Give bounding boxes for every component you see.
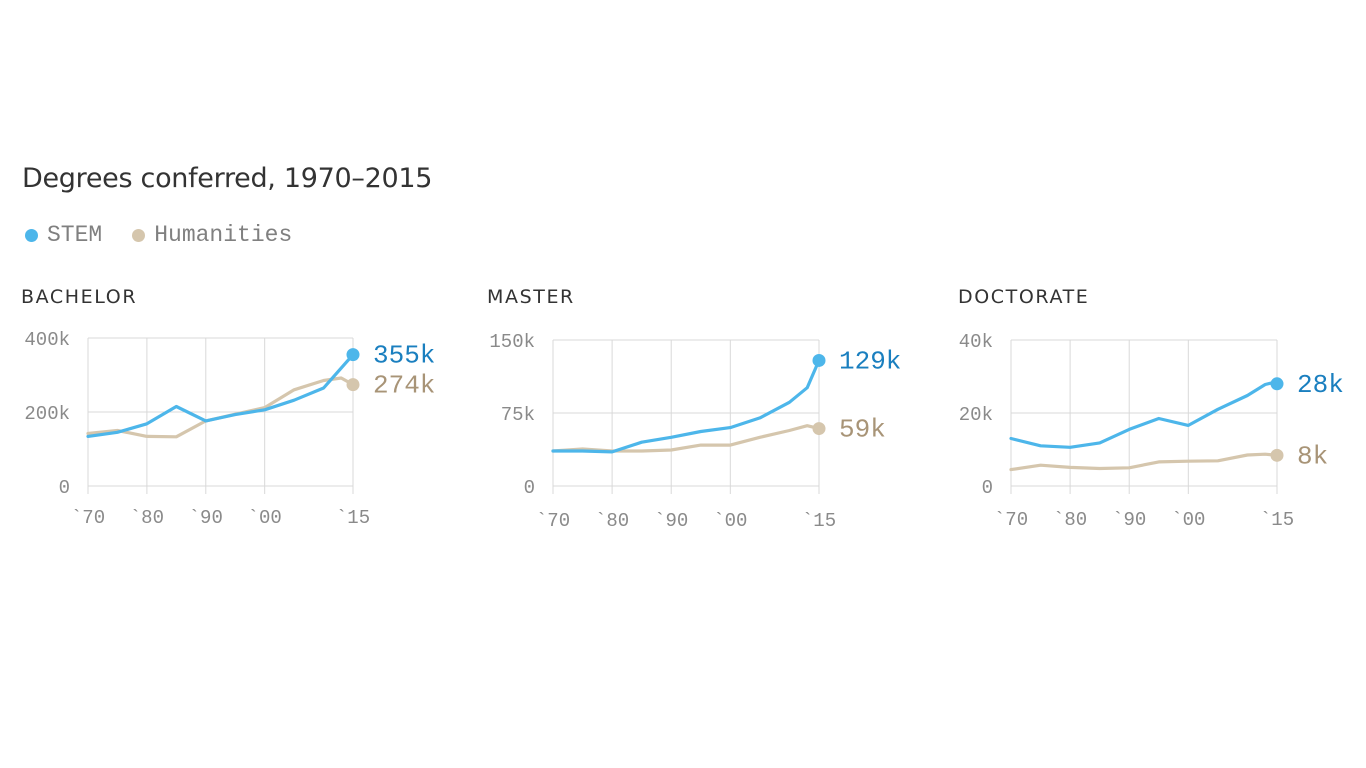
bachelor-x-tick-label: `70 (71, 507, 105, 529)
doctorate-y-tick-label: 20k (959, 404, 993, 426)
doctorate-humanities-endpoint (1270, 448, 1284, 462)
doctorate-chart: `70 `80 `90 `00 `15 0 20k 40k 28k 8k (959, 331, 1344, 531)
bachelor-x-tick-label: `15 (336, 507, 370, 529)
legend-item-stem: STEM (25, 222, 102, 248)
master-humanities-line (551, 424, 821, 453)
master-stem-end-label: 129k (839, 346, 901, 376)
doctorate-x-tick-label: `00 (1171, 509, 1205, 531)
master-stem-line (551, 358, 821, 454)
doctorate-y-tick-label: 0 (982, 477, 993, 499)
bachelor-x-tick-label: `80 (130, 507, 164, 529)
master-x-tick-label: `80 (595, 510, 629, 532)
doctorate-stem-endpoint (1270, 377, 1284, 391)
master-stem-endpoint (812, 353, 826, 367)
doctorate-x-tick-label: `70 (994, 509, 1028, 531)
panel-title-bachelor: BACHELOR (21, 286, 138, 308)
legend-label-stem: STEM (47, 222, 103, 248)
legend: STEM Humanities (25, 222, 322, 248)
doctorate-x-tick-label: `80 (1053, 509, 1087, 531)
panel-title-doctorate: DOCTORATE (958, 286, 1090, 308)
doctorate-x-tick-label: `15 (1260, 509, 1294, 531)
master-y-tick-label: 75k (501, 404, 535, 426)
doctorate-y-tick-label: 40k (959, 331, 993, 353)
master-x-tick-label: `90 (654, 510, 688, 532)
stem-legend-dot (25, 228, 38, 242)
doctorate-stem-line (1009, 381, 1279, 449)
bachelor-y-tick-label: 200k (24, 403, 70, 425)
master-chart: `70 `80 `90 `00 `15 0 75k 150k 129k 59k (489, 331, 901, 532)
master-humanities-end-label: 59k (839, 415, 886, 445)
doctorate-humanities-line (1009, 452, 1279, 472)
bachelor-x-tick-label: `90 (189, 507, 223, 529)
legend-item-humanities: Humanities (132, 222, 292, 248)
master-y-tick-label: 150k (489, 331, 535, 353)
doctorate-stem-end-label: 28k (1297, 370, 1344, 400)
bachelor-y-tick-label: 400k (24, 329, 70, 351)
bachelor-stem-line (86, 353, 355, 439)
master-y-tick-label: 0 (524, 477, 535, 499)
chart-title: Degrees conferred, 1970–2015 (22, 163, 433, 194)
panel-title-master: MASTER (487, 286, 575, 308)
bachelor-humanities-end-label: 274k (373, 371, 435, 401)
master-humanities-endpoint (812, 422, 826, 436)
bachelor-x-tick-label: `00 (248, 507, 282, 529)
doctorate-x-tick-label: `90 (1112, 509, 1146, 531)
bachelor-y-tick-label: 0 (59, 477, 70, 499)
master-x-tick-label: `15 (802, 510, 836, 532)
master-x-tick-label: `00 (713, 510, 747, 532)
bachelor-stem-end-label: 355k (373, 341, 435, 371)
legend-label-humanities: Humanities (154, 222, 293, 248)
bachelor-stem-endpoint (346, 348, 360, 362)
master-x-tick-label: `70 (536, 510, 570, 532)
doctorate-humanities-end-label: 8k (1297, 441, 1328, 471)
bachelor-humanities-endpoint (346, 378, 360, 392)
humanities-legend-dot (132, 228, 146, 242)
